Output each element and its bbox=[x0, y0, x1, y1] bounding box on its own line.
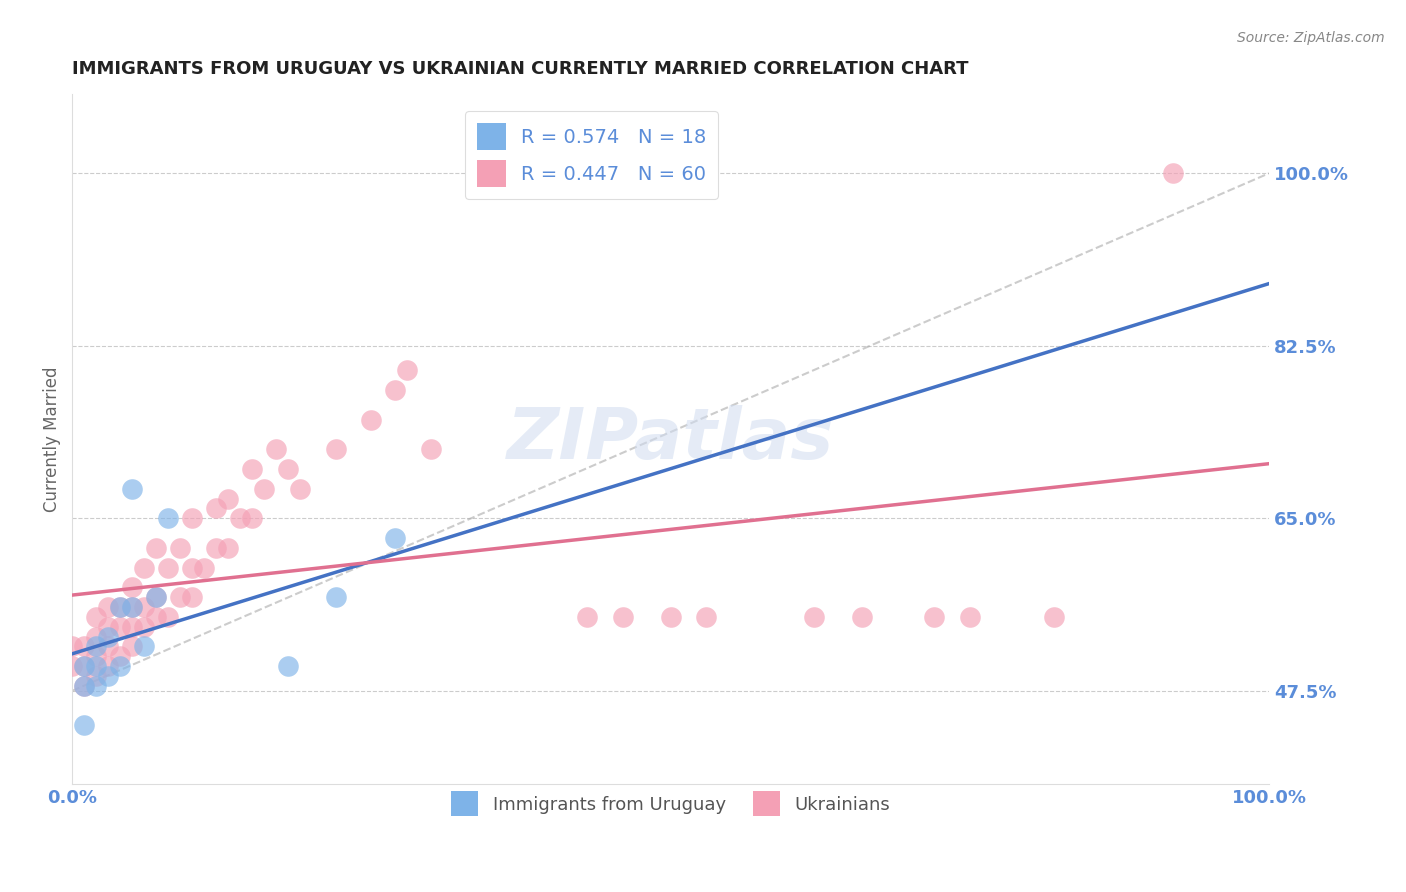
Point bbox=[97, 659, 120, 673]
Point bbox=[659, 610, 682, 624]
Point bbox=[84, 679, 107, 693]
Point bbox=[84, 610, 107, 624]
Point bbox=[922, 610, 945, 624]
Point bbox=[253, 482, 276, 496]
Text: IMMIGRANTS FROM URUGUAY VS UKRAINIAN CURRENTLY MARRIED CORRELATION CHART: IMMIGRANTS FROM URUGUAY VS UKRAINIAN CUR… bbox=[72, 60, 969, 78]
Legend: Immigrants from Uruguay, Ukrainians: Immigrants from Uruguay, Ukrainians bbox=[444, 784, 897, 823]
Point bbox=[575, 610, 598, 624]
Point bbox=[384, 383, 406, 397]
Point bbox=[84, 659, 107, 673]
Point bbox=[264, 442, 287, 457]
Point bbox=[108, 620, 131, 634]
Point bbox=[73, 679, 96, 693]
Point bbox=[108, 659, 131, 673]
Point bbox=[73, 659, 96, 673]
Point bbox=[97, 640, 120, 654]
Point bbox=[1042, 610, 1064, 624]
Point bbox=[132, 599, 155, 614]
Point bbox=[121, 599, 143, 614]
Point bbox=[84, 649, 107, 664]
Point bbox=[132, 560, 155, 574]
Point bbox=[360, 413, 382, 427]
Point bbox=[145, 590, 167, 604]
Point bbox=[97, 669, 120, 683]
Point bbox=[145, 541, 167, 555]
Point bbox=[121, 482, 143, 496]
Point bbox=[97, 630, 120, 644]
Point bbox=[145, 590, 167, 604]
Point bbox=[73, 679, 96, 693]
Point bbox=[60, 659, 83, 673]
Point bbox=[384, 531, 406, 545]
Y-axis label: Currently Married: Currently Married bbox=[44, 367, 60, 512]
Point bbox=[217, 541, 239, 555]
Point bbox=[180, 511, 202, 525]
Point bbox=[156, 560, 179, 574]
Point bbox=[803, 610, 825, 624]
Point bbox=[180, 590, 202, 604]
Point bbox=[132, 640, 155, 654]
Point bbox=[73, 659, 96, 673]
Point bbox=[73, 640, 96, 654]
Point bbox=[108, 649, 131, 664]
Point bbox=[396, 363, 419, 377]
Point bbox=[205, 541, 228, 555]
Point bbox=[121, 599, 143, 614]
Point bbox=[420, 442, 443, 457]
Point bbox=[325, 442, 347, 457]
Point bbox=[180, 560, 202, 574]
Point bbox=[240, 511, 263, 525]
Point bbox=[121, 580, 143, 594]
Point bbox=[193, 560, 215, 574]
Point bbox=[156, 610, 179, 624]
Point bbox=[121, 620, 143, 634]
Point bbox=[73, 718, 96, 732]
Point bbox=[84, 669, 107, 683]
Point bbox=[959, 610, 981, 624]
Point bbox=[1161, 166, 1184, 180]
Point bbox=[60, 640, 83, 654]
Point bbox=[288, 482, 311, 496]
Point bbox=[277, 462, 299, 476]
Point bbox=[695, 610, 717, 624]
Point bbox=[612, 610, 634, 624]
Text: Source: ZipAtlas.com: Source: ZipAtlas.com bbox=[1237, 31, 1385, 45]
Point bbox=[132, 620, 155, 634]
Point bbox=[121, 640, 143, 654]
Text: ZIPatlas: ZIPatlas bbox=[508, 405, 834, 474]
Point bbox=[205, 501, 228, 516]
Point bbox=[325, 590, 347, 604]
Point bbox=[145, 610, 167, 624]
Point bbox=[229, 511, 252, 525]
Point bbox=[217, 491, 239, 506]
Point bbox=[97, 620, 120, 634]
Point bbox=[240, 462, 263, 476]
Point bbox=[108, 599, 131, 614]
Point bbox=[277, 659, 299, 673]
Point bbox=[84, 630, 107, 644]
Point bbox=[169, 590, 191, 604]
Point bbox=[108, 599, 131, 614]
Point bbox=[84, 640, 107, 654]
Point bbox=[169, 541, 191, 555]
Point bbox=[156, 511, 179, 525]
Point bbox=[851, 610, 873, 624]
Point bbox=[97, 599, 120, 614]
